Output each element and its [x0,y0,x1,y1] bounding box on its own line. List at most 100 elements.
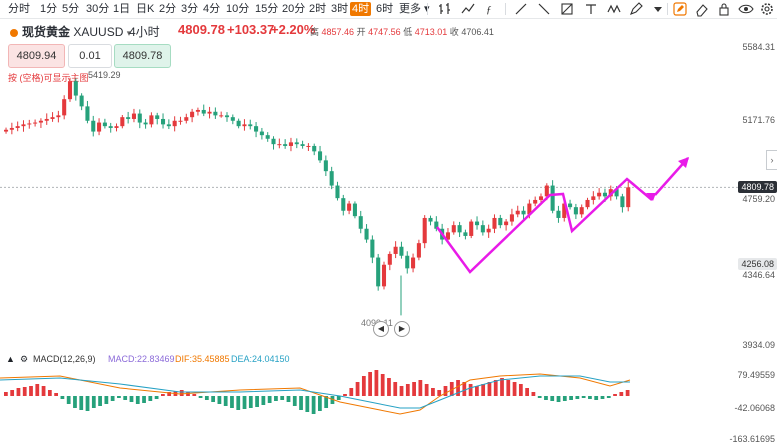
candle [602,192,607,197]
tf-15min[interactable]: 15分 [255,3,279,15]
macd-histogram-bar [192,394,197,396]
macd-histogram-bar [336,396,341,400]
quantity-input[interactable]: 0.01 [68,44,112,68]
sell-button[interactable]: 4809.94 [8,44,65,68]
function-icon[interactable]: ƒ [483,1,499,17]
candle [509,214,514,222]
macd-histogram-bar [161,394,165,396]
macd-histogram-bar [299,396,303,410]
step-forward-button[interactable]: ▶ [394,321,410,337]
macd-histogram-bar [236,396,241,410]
macd-histogram-bar [343,394,347,396]
tf-1day[interactable]: 1日 [113,3,131,15]
instrument-selector[interactable]: 现货黄金 XAUUSD ▾ [10,23,131,40]
candle [190,111,195,118]
pen-icon[interactable] [628,1,644,17]
instrument-logo-icon [10,28,18,37]
candle [614,189,619,197]
candle [335,185,340,199]
eye-icon[interactable] [738,1,754,17]
macd-label: MACD(12,26,9) [33,354,96,364]
candle [131,113,136,119]
triangle-more-icon[interactable] [650,1,666,17]
candle [114,126,119,128]
candle [108,126,113,128]
tf-2min[interactable]: 2分 [159,3,177,15]
macd-histogram-bar [424,384,429,396]
macd-histogram-bar [230,396,234,408]
collapse-arrow-icon[interactable]: ▲ [6,354,15,364]
candle [428,217,433,222]
parallel-channel-icon[interactable] [559,1,575,17]
price-axis-label: 4346.64 [742,270,775,280]
macd-histogram-bar [104,396,109,404]
candle [434,221,439,229]
macd-histogram-bar [324,396,329,408]
macd-histogram-bar [355,382,360,396]
candle [161,118,166,125]
timeframe-toolbar: 分时 1分 5分 30分 1日 日K 2分 3分 4分 10分 15分 20分 … [0,0,777,19]
tf-5min[interactable]: 5分 [62,3,80,15]
candle [306,145,311,147]
tf-dayk[interactable]: 日K [136,3,155,15]
tf-3min[interactable]: 3分 [181,3,199,15]
tf-30min[interactable]: 30分 [86,3,110,15]
trendline-icon[interactable] [513,1,529,17]
candle [544,185,549,197]
tf-3h[interactable]: 3时 [331,3,349,15]
low-value: 4713.01 [414,27,448,37]
candle [213,111,218,116]
tf-2h[interactable]: 2时 [309,3,327,15]
settings-gear-icon[interactable] [759,1,775,17]
macd-chart[interactable] [0,366,740,444]
buy-button[interactable]: 4809.78 [114,44,171,68]
eraser-icon[interactable] [694,1,710,17]
bar-style-icon[interactable] [437,1,453,17]
candle [527,203,532,215]
macd-histogram-bar [135,396,140,404]
candle [498,217,503,226]
tf-4h-active[interactable]: 4时 [350,2,372,16]
tf-20min[interactable]: 20分 [282,3,306,15]
candle [9,127,14,130]
step-back-button[interactable]: ◀ [373,321,389,337]
candle [15,126,20,128]
period-label[interactable]: 4小时 [129,25,160,39]
tf-6h[interactable]: 6时 [376,3,394,15]
ray-icon[interactable] [536,1,552,17]
candle [538,196,544,200]
chevron-right-icon[interactable]: › [766,150,777,170]
macd-histogram-bar [242,396,247,409]
macd-histogram-bar [73,396,77,408]
tf-4min[interactable]: 4分 [203,3,221,15]
lock-icon[interactable] [716,1,732,17]
macd-histogram-bar [79,396,84,410]
candle [73,81,78,96]
candle [126,117,131,119]
macd-histogram-bar [456,380,460,396]
candlestick-chart[interactable] [0,40,740,350]
edit-draw-icon[interactable] [672,1,688,17]
candle [445,232,450,240]
macd-histogram-bar [418,380,423,396]
zigzag-icon[interactable] [606,1,622,17]
macd-histogram-bar [556,396,561,402]
candle [562,203,567,218]
candle [556,210,561,218]
ohlc-readout: 高 4857.46 开 4747.56 低 4713.01 收 4706.41 [310,25,494,38]
macd-histogram-bar [47,390,52,396]
horizontal-ray-icon[interactable] [583,1,599,17]
macd-histogram-bar [569,396,573,400]
more-menu[interactable]: 更多 ▾ [399,3,430,15]
tf-1min[interactable]: 1分 [40,3,58,15]
dif-value: DIF:35.45885 [175,354,230,364]
candle [62,99,67,116]
tf-10min[interactable]: 10分 [226,3,250,15]
indicator-settings-icon[interactable]: ⚙ [20,354,29,364]
macd-histogram-bar [311,396,316,414]
macd-histogram-bar [211,396,216,402]
tf-fenshi[interactable]: 分时 [8,3,30,15]
macd-histogram-bar [380,374,385,396]
indicator-icon[interactable] [460,1,476,17]
price-axis-label: 5171.76 [742,115,775,125]
